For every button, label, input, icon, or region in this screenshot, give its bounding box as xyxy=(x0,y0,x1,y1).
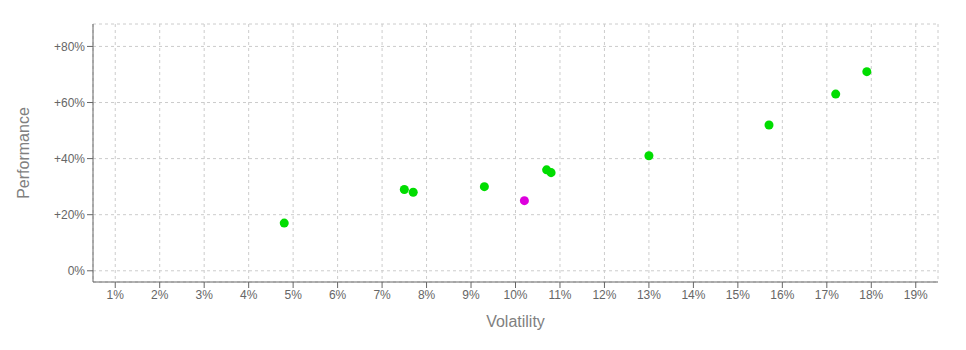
svg-text:8%: 8% xyxy=(418,288,436,302)
svg-text:+60%: +60% xyxy=(54,96,85,110)
svg-text:12%: 12% xyxy=(592,288,616,302)
svg-text:2%: 2% xyxy=(151,288,169,302)
svg-text:+80%: +80% xyxy=(54,40,85,54)
svg-text:13%: 13% xyxy=(637,288,661,302)
svg-text:10%: 10% xyxy=(503,288,527,302)
svg-text:11%: 11% xyxy=(548,288,571,302)
svg-text:Volatility: Volatility xyxy=(486,313,545,330)
svg-text:0%: 0% xyxy=(68,264,86,278)
svg-text:Performance: Performance xyxy=(15,107,32,199)
svg-text:9%: 9% xyxy=(462,288,480,302)
svg-text:14%: 14% xyxy=(681,288,705,302)
svg-text:1%: 1% xyxy=(107,288,125,302)
svg-text:16%: 16% xyxy=(770,288,794,302)
svg-text:6%: 6% xyxy=(329,288,347,302)
svg-text:7%: 7% xyxy=(373,288,391,302)
svg-text:18%: 18% xyxy=(859,288,883,302)
svg-text:17%: 17% xyxy=(815,288,839,302)
svg-text:3%: 3% xyxy=(196,288,214,302)
svg-text:19%: 19% xyxy=(904,288,928,302)
svg-text:+40%: +40% xyxy=(54,152,85,166)
svg-text:+20%: +20% xyxy=(54,208,85,222)
svg-text:5%: 5% xyxy=(284,288,302,302)
svg-text:15%: 15% xyxy=(726,288,750,302)
svg-text:4%: 4% xyxy=(240,288,258,302)
